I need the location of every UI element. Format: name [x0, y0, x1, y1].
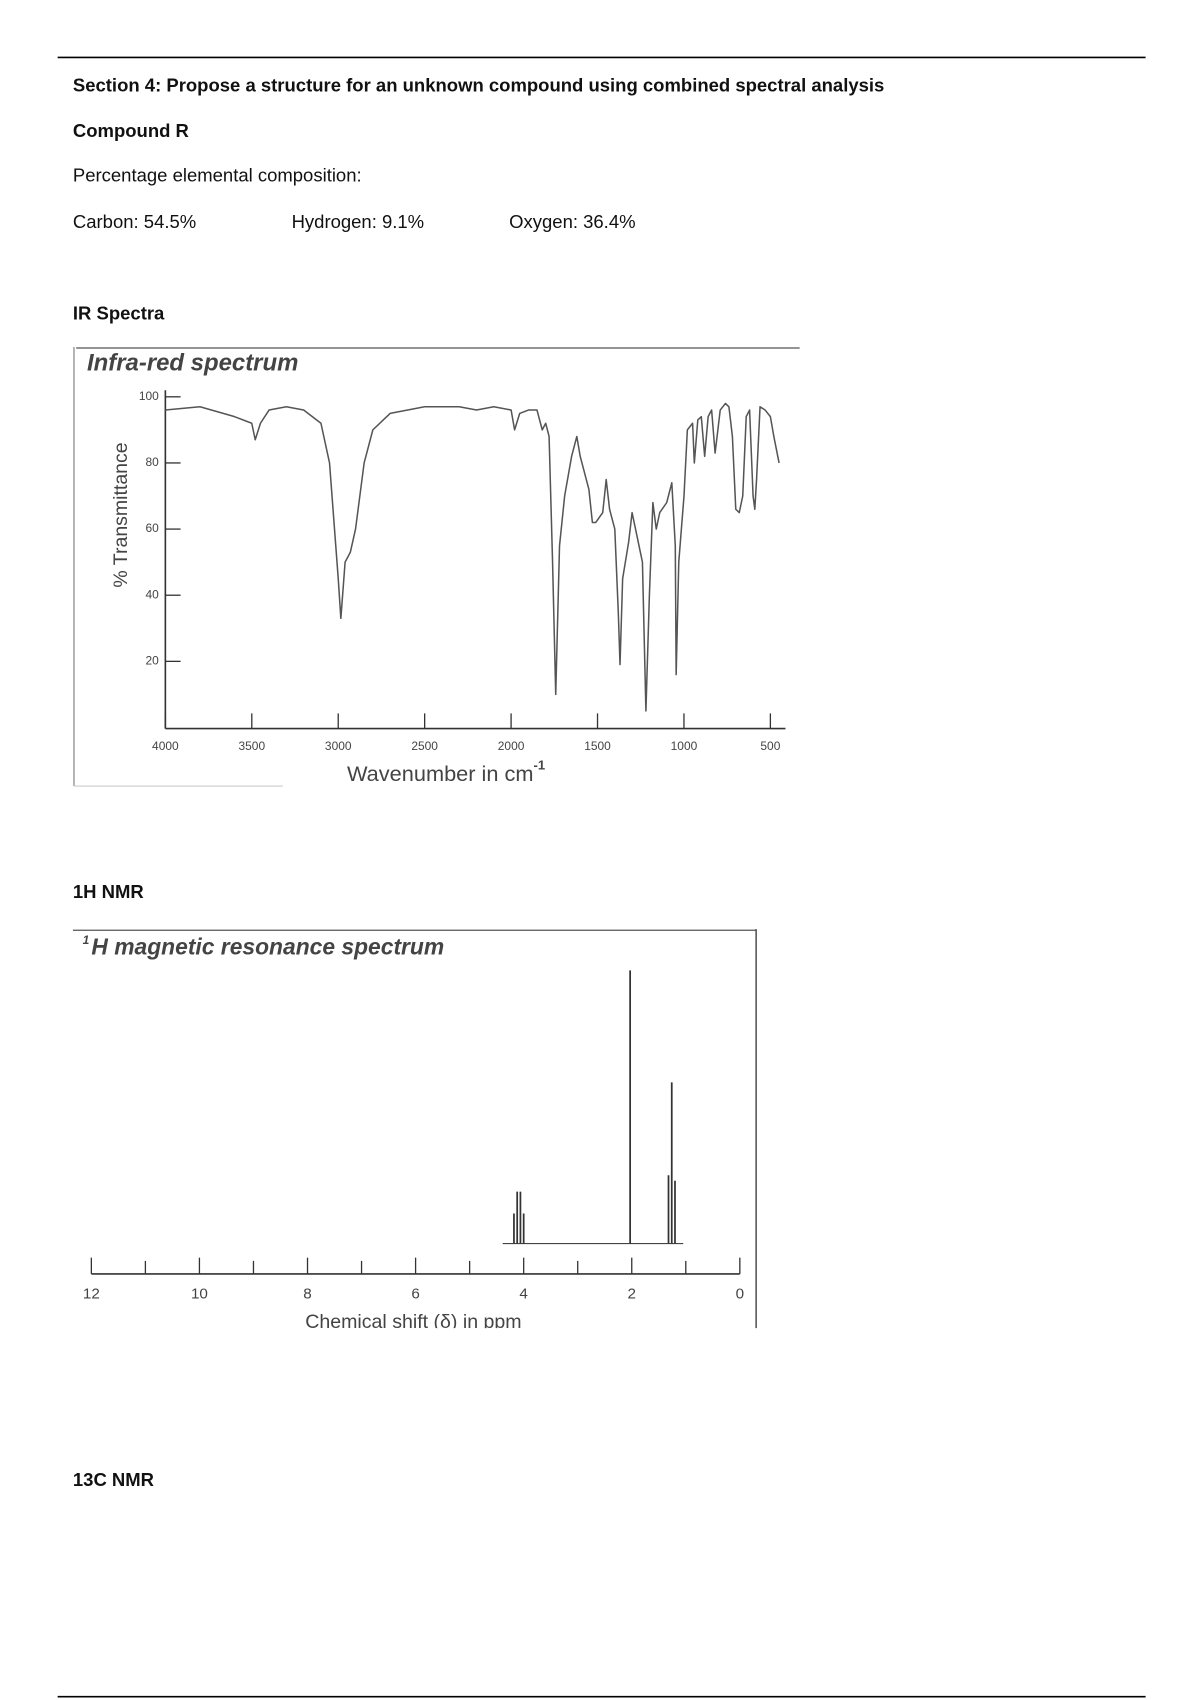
x-tick-label: 1000: [671, 739, 698, 753]
x-tick-label: 6: [411, 1286, 419, 1303]
x-tick-label: 4000: [152, 739, 179, 753]
x-tick-label: 1500: [584, 739, 611, 753]
x-axis-label: Wavenumber in cm-1: [347, 758, 545, 786]
section-heading: 1H NMR: [73, 881, 144, 902]
y-tick-label: 80: [146, 455, 160, 469]
composition-item: Hydrogen: 9.1%: [292, 211, 425, 232]
y-tick-label: 100: [139, 389, 159, 403]
y-axis-label: % Transmittance: [110, 442, 132, 587]
x-tick-label: 4: [519, 1286, 527, 1303]
x-tick-label: 12: [83, 1286, 100, 1303]
composition-item: Oxygen: 36.4%: [509, 211, 635, 232]
x-tick-label: 10: [191, 1286, 208, 1303]
ir-figure: Infra-red spectrum % Transmittance Waven…: [73, 346, 800, 787]
x-tick-label: 500: [760, 739, 780, 753]
nmr-figure: 1 H magnetic resonance spectrum Chemical…: [72, 929, 757, 1333]
x-tick-label: 3500: [238, 739, 265, 753]
x-tick-label: 3000: [325, 739, 352, 753]
y-tick-label: 60: [146, 521, 160, 535]
y-tick-label: 40: [146, 587, 160, 601]
ir-trace: [165, 402, 780, 712]
x-axis-label-text: Wavenumber in cm: [347, 761, 534, 786]
figure-title: Infra-red spectrum: [87, 350, 298, 377]
section-heading: IR Spectra: [73, 302, 165, 323]
composition-label: Percentage elemental composition:: [73, 165, 362, 186]
figure-title-sup: 1: [83, 933, 90, 947]
x-tick-label: 8: [303, 1286, 311, 1303]
x-axis-label-sup: -1: [534, 758, 546, 773]
section-heading: 13C NMR: [73, 1469, 154, 1490]
x-axis-label: Chemical shift (δ) in ppm: [305, 1311, 521, 1333]
y-tick-label: 20: [146, 654, 160, 668]
composition-item: Carbon: 54.5%: [73, 211, 196, 232]
section-title: Section 4: Propose a structure for an un…: [73, 75, 884, 96]
x-tick-label: 2000: [498, 739, 525, 753]
x-tick-label: 2: [628, 1286, 636, 1303]
compound-name: Compound R: [73, 120, 189, 141]
x-tick-label: 2500: [411, 739, 438, 753]
x-tick-label: 0: [736, 1286, 744, 1303]
figure-title: H magnetic resonance spectrum: [91, 934, 444, 960]
